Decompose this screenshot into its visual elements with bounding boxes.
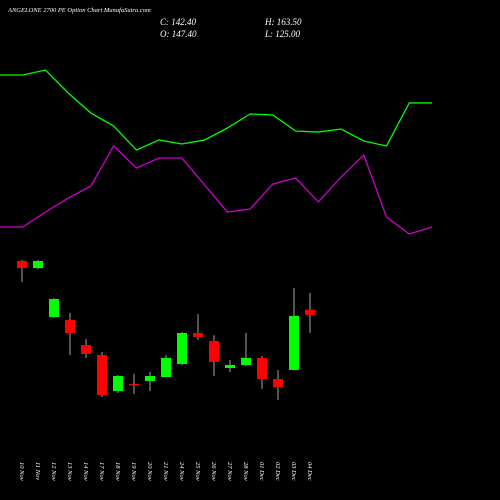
x-tick-label: 02 Dec bbox=[274, 462, 281, 481]
x-tick-label: 01 Dec bbox=[258, 462, 265, 481]
candle-body bbox=[305, 309, 315, 315]
x-tick-label: 25 Nov bbox=[194, 462, 201, 481]
chart-title: ANGELONE 2700 PE Option Chart MunafaSutr… bbox=[7, 7, 151, 14]
x-tick-label: 11 Nov bbox=[34, 462, 41, 480]
candle-body bbox=[81, 345, 91, 354]
candle-body bbox=[209, 340, 219, 362]
stat: C: 142.40 bbox=[160, 17, 197, 27]
x-tick-label: 10 Nov bbox=[18, 462, 25, 481]
x-tick-label: 18 Nov bbox=[114, 462, 121, 481]
candle-body bbox=[241, 357, 251, 365]
x-tick-label: 03 Dec bbox=[290, 462, 297, 481]
x-tick-label: 20 Nov bbox=[146, 462, 153, 481]
stat: O: 147.40 bbox=[160, 29, 197, 39]
candle-body bbox=[273, 379, 283, 388]
candle-body bbox=[257, 357, 267, 380]
stat: L: 125.00 bbox=[264, 29, 301, 39]
x-tick-label: 14 Nov bbox=[82, 462, 89, 481]
x-tick-label: 17 Nov bbox=[98, 462, 105, 481]
candle-body bbox=[113, 376, 123, 391]
x-tick-label: 19 Nov bbox=[130, 462, 137, 481]
candle-body bbox=[145, 376, 155, 381]
indicator-line bbox=[0, 69, 432, 151]
candle-body bbox=[49, 299, 59, 317]
candle-body bbox=[129, 383, 139, 386]
candle-body bbox=[65, 320, 75, 333]
candle-body bbox=[161, 357, 171, 378]
x-tick-label: 04 Dec bbox=[306, 462, 313, 481]
x-tick-label: 27 Nov bbox=[226, 462, 233, 481]
candle-body bbox=[17, 260, 27, 269]
candle-body bbox=[289, 315, 299, 370]
candle-body bbox=[97, 355, 107, 396]
candle-body bbox=[177, 332, 187, 364]
stat: H: 163.50 bbox=[264, 17, 302, 27]
candle-body bbox=[225, 364, 235, 368]
candle-body bbox=[33, 260, 43, 269]
x-tick-label: 24 Nov bbox=[178, 462, 185, 481]
candle-body bbox=[193, 332, 203, 338]
x-tick-label: 26 Nov bbox=[210, 462, 217, 481]
x-tick-label: 21 Nov bbox=[162, 462, 169, 481]
x-tick-label: 12 Nov bbox=[50, 462, 57, 481]
x-tick-label: 28 Nov bbox=[242, 462, 249, 481]
indicator-line bbox=[0, 144, 433, 235]
x-tick-label: 13 Nov bbox=[66, 462, 73, 481]
